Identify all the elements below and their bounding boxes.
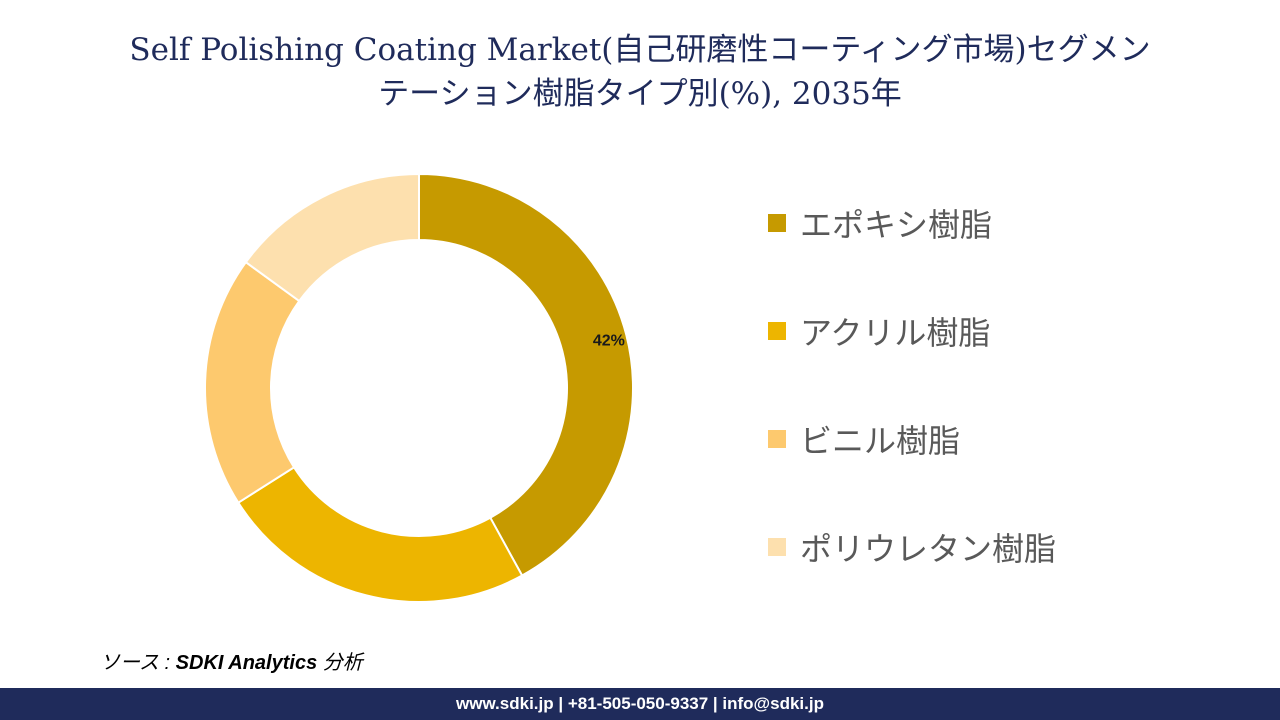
donut-slice-1: [418, 172, 634, 577]
legend-item-3: ビニル樹脂: [768, 416, 960, 462]
footer-contact: www.sdki.jp | +81-505-050-9337 | info@sd…: [456, 694, 824, 713]
legend-swatch-1: [768, 214, 786, 232]
legend-swatch-2: [768, 322, 786, 340]
source-name: SDKI Analytics: [175, 652, 318, 674]
source-note: ソース : SDKI Analytics 分析: [100, 646, 363, 675]
legend-label-4: ポリウレタン樹脂: [800, 530, 1057, 568]
legend-swatch-4: [768, 538, 786, 556]
legend-item-1: エポキシ樹脂: [768, 200, 992, 246]
footer-bar: www.sdki.jp | +81-505-050-9337 | info@sd…: [0, 688, 1280, 720]
legend-label-3: ビニル樹脂: [800, 422, 961, 460]
donut-slice-2: [236, 465, 524, 603]
donut-slice-4: [244, 172, 420, 303]
legend-item-4: ポリウレタン樹脂: [768, 524, 1056, 570]
data-label-1: 42%: [593, 332, 625, 349]
chart-title-line-2: テーション樹脂タイプ別(%), 2035年: [378, 76, 902, 112]
source-prefix: ソース :: [100, 652, 176, 674]
legend-label-2: アクリル樹脂: [800, 314, 991, 352]
donut-slice-3: [204, 260, 301, 505]
legend-item-2: アクリル樹脂: [768, 308, 990, 354]
chart-title: Self Polishing Coating Market(自己研磨性コーティン…: [40, 28, 1240, 116]
legend-label-1: エポキシ樹脂: [800, 206, 993, 244]
legend-swatch-3: [768, 430, 786, 448]
source-suffix: 分析: [317, 652, 363, 674]
chart-title-line-1: Self Polishing Coating Market(自己研磨性コーティン…: [129, 32, 1151, 68]
